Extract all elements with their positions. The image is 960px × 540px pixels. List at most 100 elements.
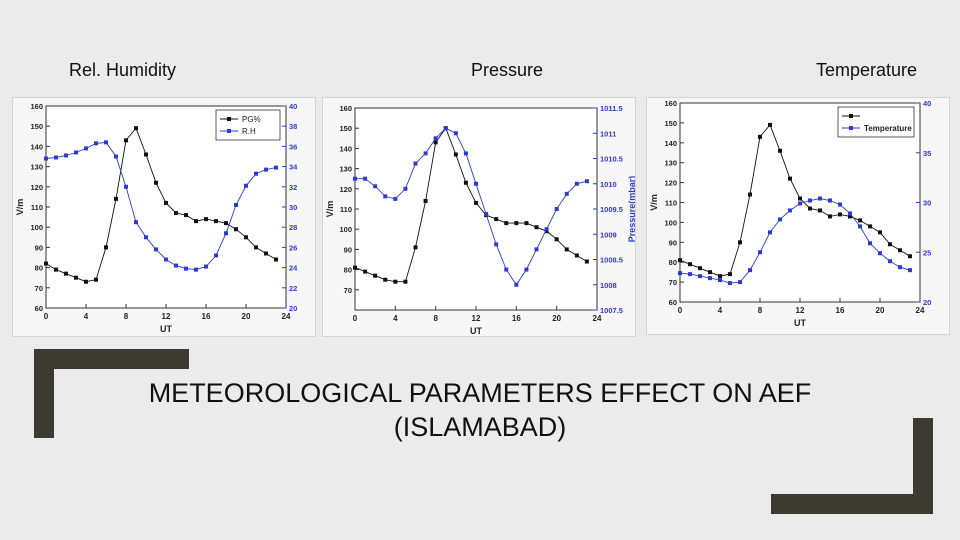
- data-point: [544, 227, 549, 232]
- data-point: [184, 266, 188, 271]
- x-axis-label: UT: [470, 326, 482, 336]
- data-point: [114, 196, 118, 201]
- data-point: [868, 241, 872, 246]
- y-tick-label: 140: [664, 139, 677, 148]
- caption-humidity: Rel. Humidity: [69, 60, 177, 80]
- y-tick-label: 110: [31, 203, 43, 212]
- data-point: [494, 217, 499, 222]
- data-point: [838, 202, 842, 207]
- data-point: [423, 198, 428, 203]
- data-point: [858, 218, 862, 223]
- data-point: [718, 274, 722, 279]
- data-point: [564, 191, 569, 196]
- data-point: [514, 282, 519, 287]
- data-point: [363, 176, 368, 181]
- y-tick-label: 80: [35, 264, 43, 273]
- y-tick-label: 160: [30, 102, 43, 111]
- y2-tick-label: 24: [289, 264, 298, 273]
- y2-tick-label: 1008: [600, 281, 617, 290]
- x-tick-label: 8: [433, 314, 438, 323]
- plot-frame: [354, 107, 598, 311]
- x-tick-label: 16: [202, 312, 211, 321]
- data-point: [758, 250, 762, 255]
- data-point: [274, 257, 278, 262]
- data-point: [194, 267, 198, 272]
- data-point: [264, 251, 268, 256]
- data-point: [174, 263, 178, 268]
- y2-tick-label: 1009.5: [600, 205, 623, 214]
- data-point: [524, 267, 529, 272]
- legend-label: R.H: [242, 127, 256, 136]
- data-point: [788, 208, 792, 213]
- data-point: [708, 276, 712, 281]
- data-point: [254, 245, 258, 250]
- y-tick-label: 120: [30, 183, 43, 192]
- data-point: [544, 229, 549, 234]
- x-tick-label: 0: [678, 306, 683, 315]
- data-point: [393, 196, 398, 201]
- data-point: [838, 212, 842, 217]
- data-point: [224, 221, 228, 226]
- data-point: [768, 230, 772, 235]
- legend-marker: [227, 117, 231, 121]
- y2-tick-label: 36: [289, 142, 297, 151]
- y-tick-label: 60: [35, 304, 43, 313]
- data-point: [474, 200, 478, 205]
- data-point: [848, 214, 852, 219]
- chart-temperature-svg: 0 4 8 12 16 20 2460708090100110120130140150160…: [649, 99, 949, 328]
- y-tick-label: 70: [35, 284, 43, 293]
- y2-tick-label: 30: [923, 199, 931, 208]
- y2-tick-label: 22: [289, 284, 297, 293]
- data-point: [818, 196, 822, 201]
- y-tick-label: 140: [339, 144, 352, 153]
- chart-humidity: 0 4 8 12 16 20 24 60 70 80 90 100 110 120 130 140 150 160…: [12, 97, 316, 337]
- data-point: [433, 136, 438, 141]
- data-point: [373, 184, 378, 189]
- data-point: [134, 126, 138, 131]
- data-point: [104, 245, 108, 250]
- data-point: [373, 273, 378, 278]
- y2-axis-label: Pressure(mbar): [627, 176, 635, 243]
- x-tick-label: 4: [393, 314, 398, 323]
- data-point: [244, 183, 248, 188]
- data-point: [878, 251, 882, 256]
- y-tick-label: 80: [669, 258, 677, 267]
- y2-tick-label: 1007.5: [600, 306, 623, 315]
- y2-axis-label: Temperature °C: [948, 169, 949, 236]
- y-tick-label: 120: [664, 179, 677, 188]
- data-point: [254, 171, 258, 176]
- data-point: [564, 247, 569, 252]
- data-point: [44, 261, 48, 266]
- data-point: [768, 122, 772, 127]
- data-point: [64, 153, 68, 158]
- y2-tick-label: 40: [289, 102, 297, 111]
- data-point: [413, 161, 418, 166]
- data-point: [688, 272, 692, 277]
- y-tick-label: 130: [30, 163, 43, 172]
- x-tick-label: 24: [593, 314, 602, 323]
- data-point: [194, 219, 198, 224]
- y-tick-label: 130: [664, 159, 677, 168]
- data-point: [393, 279, 398, 284]
- data-point: [204, 264, 208, 269]
- x-tick-label: 0: [353, 314, 358, 323]
- x-tick-label: 20: [876, 306, 885, 315]
- x-tick-label: 12: [162, 312, 171, 321]
- legend-marker: [849, 126, 853, 130]
- y-tick-label: 160: [664, 99, 677, 108]
- data-point: [403, 279, 408, 284]
- x-tick-label: 16: [836, 306, 845, 315]
- x-tick-label: 12: [796, 306, 805, 315]
- legend-marker: [227, 129, 231, 133]
- x-tick-label: 20: [242, 312, 251, 321]
- y2-tick-label: 26: [289, 243, 297, 252]
- x-tick-label: 4: [84, 312, 89, 321]
- data-point: [524, 221, 529, 226]
- data-point: [84, 279, 88, 284]
- data-point: [234, 227, 238, 232]
- data-point: [274, 165, 278, 170]
- data-point: [848, 211, 852, 216]
- data-point: [908, 268, 912, 273]
- data-point: [64, 271, 68, 276]
- data-point: [124, 138, 128, 143]
